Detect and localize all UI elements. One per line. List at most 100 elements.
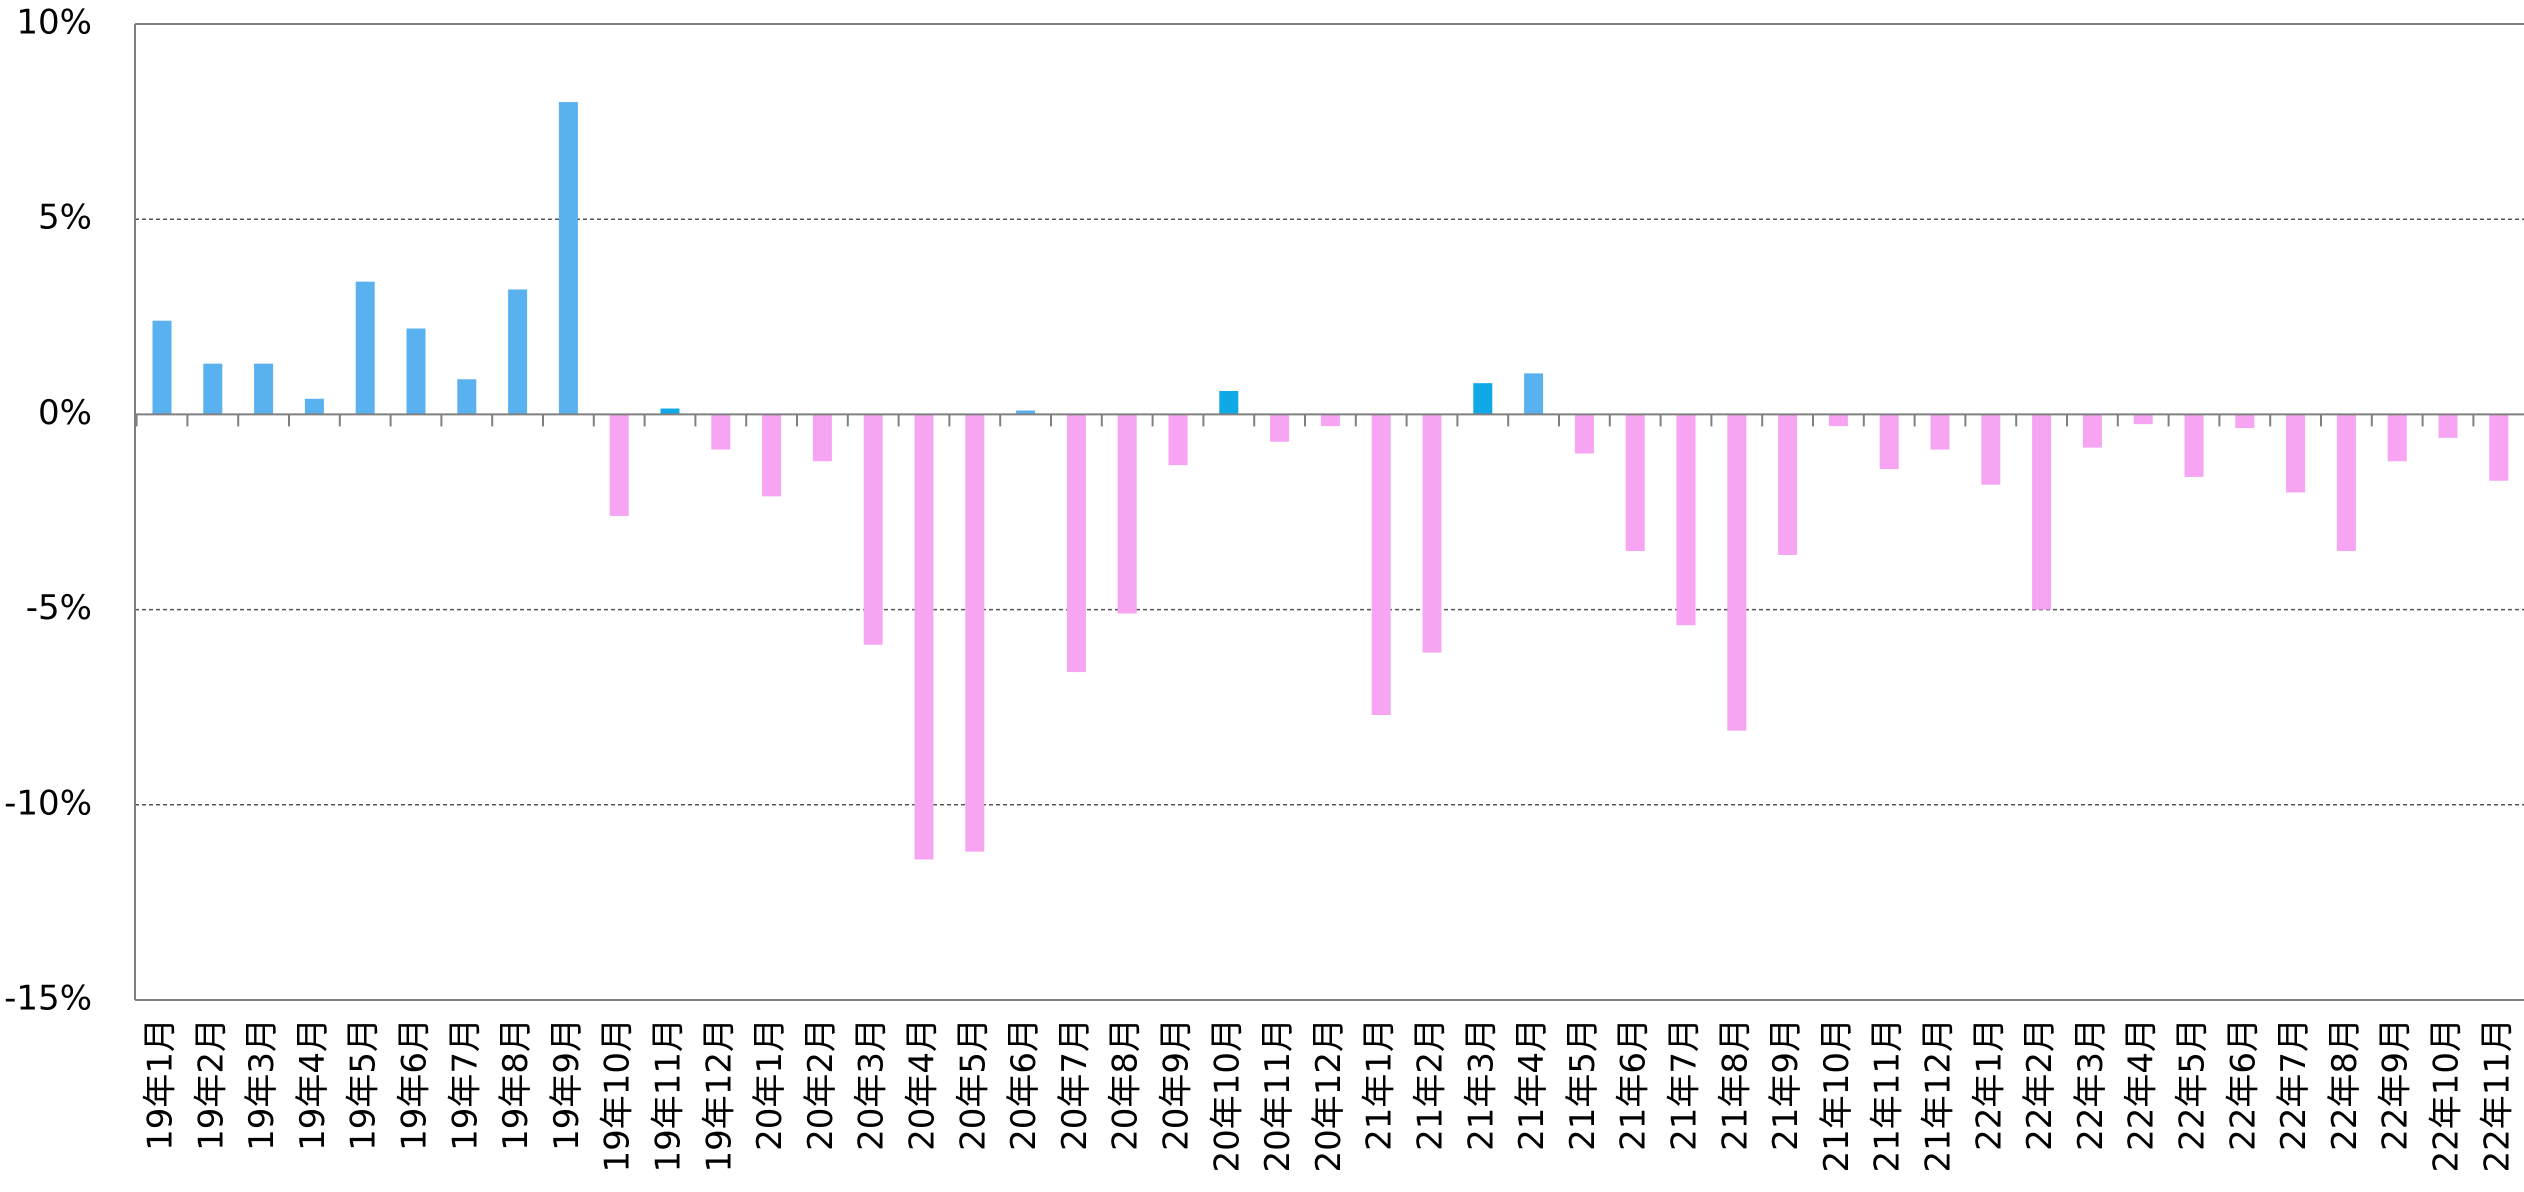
bar: [2438, 414, 2458, 438]
bar: [1270, 414, 1290, 442]
bar: [558, 102, 578, 415]
bar: [1676, 414, 1696, 626]
bars: [152, 102, 2509, 860]
bar: [2489, 414, 2509, 481]
y-tick-labels: 10% 5% 0% -5% -10% -15%: [4, 3, 92, 1019]
bar: [1066, 414, 1086, 673]
x-tick-label: 19年10月: [598, 1018, 638, 1173]
axes: [134, 23, 2524, 1001]
x-tick-label: 20年1月: [750, 1018, 790, 1151]
bar: [254, 363, 274, 415]
bar: [2184, 414, 2204, 477]
x-tick-label: 22年10月: [2427, 1018, 2467, 1173]
bar: [1778, 414, 1798, 555]
x-tick-label: 20年2月: [801, 1018, 841, 1151]
bar: [965, 414, 985, 852]
x-tick-label: 22年8月: [2325, 1018, 2365, 1151]
x-tick-label: 22年5月: [2173, 1018, 2213, 1151]
bar: [152, 320, 172, 415]
bar: [812, 414, 832, 462]
bar: [711, 414, 731, 450]
bar: [2235, 414, 2255, 429]
bar: [1168, 414, 1188, 466]
bar: [1981, 414, 2001, 485]
bar: [660, 408, 680, 415]
x-tick-label: 19年6月: [395, 1018, 435, 1151]
x-tick-label: 19年5月: [344, 1018, 384, 1151]
x-tick-label: 21年12月: [1919, 1018, 1959, 1173]
x-tick-label: 19年12月: [699, 1018, 739, 1173]
x-tick-label: 20年5月: [953, 1018, 993, 1151]
x-tick-label: 22年4月: [2122, 1018, 2162, 1151]
x-tick-label: 19年1月: [141, 1018, 181, 1151]
x-tick-label: 19年3月: [242, 1018, 282, 1151]
bar: [1625, 414, 1645, 552]
x-tick-label: 20年8月: [1106, 1018, 1146, 1151]
bar: [1422, 414, 1442, 653]
x-tick-label: 20年9月: [1157, 1018, 1197, 1151]
bar: [863, 414, 883, 645]
bar: [1574, 414, 1594, 454]
x-tick-label: 19年11月: [649, 1018, 689, 1173]
x-tick-label: 20年7月: [1055, 1018, 1095, 1151]
bar: [1320, 414, 1340, 427]
x-tick-label: 21年5月: [1563, 1018, 1603, 1151]
bar: [2133, 414, 2153, 425]
x-tick-label: 19年8月: [496, 1018, 536, 1151]
x-tick-label: 21年2月: [1411, 1018, 1451, 1151]
x-tick-label: 22年3月: [2071, 1018, 2111, 1151]
x-tick-label: 21年9月: [1766, 1018, 1806, 1151]
bar: [2336, 414, 2356, 552]
x-tick-label: 19年7月: [445, 1018, 485, 1151]
x-tick-label: 20年12月: [1309, 1018, 1349, 1173]
x-tick-label: 22年9月: [2376, 1018, 2416, 1151]
x-tick-label: 21年6月: [1614, 1018, 1654, 1151]
bar: [1371, 414, 1391, 716]
y-tick-label: 10%: [16, 3, 92, 43]
x-tick-label: 21年11月: [1868, 1018, 1908, 1173]
bar: [203, 363, 223, 415]
x-tick-label: 22年2月: [2020, 1018, 2060, 1151]
x-tick-label: 20年3月: [852, 1018, 892, 1151]
y-tick-label: -5%: [26, 588, 92, 628]
x-tick-label: 19年9月: [547, 1018, 587, 1151]
x-tick-label: 21年1月: [1360, 1018, 1400, 1151]
bar: [304, 398, 324, 415]
gridlines: [135, 218, 2524, 806]
y-tick-label: -10%: [4, 783, 92, 823]
bar: [609, 414, 629, 516]
bar: [406, 328, 426, 415]
x-tick-labels: 19年1月 19年2月 19年3月 19年4月 19年5月 19年6月 19年7月 19年8月…: [141, 1018, 2518, 1173]
bar: [2286, 414, 2306, 493]
x-tick-label: 19年2月: [191, 1018, 231, 1151]
bar: [1727, 414, 1747, 731]
x-tick-label: 20年4月: [903, 1018, 943, 1151]
bar: [2032, 414, 2052, 610]
x-tick-label: 21年3月: [1461, 1018, 1501, 1151]
y-tick-label: -15%: [4, 979, 92, 1019]
y-tick-label: 0%: [38, 393, 92, 433]
bar: [762, 414, 782, 497]
bar: [1879, 414, 1899, 470]
bar: [1117, 414, 1137, 614]
bar: [1828, 414, 1848, 427]
bar: [457, 379, 477, 415]
bar: [1473, 383, 1493, 415]
bar: [1016, 410, 1036, 415]
x-tick-label: 22年6月: [2223, 1018, 2263, 1151]
bar: [1930, 414, 1950, 450]
bar: [914, 414, 934, 860]
x-tick-label: 20年10月: [1207, 1018, 1247, 1173]
x-tick-label: 22年7月: [2274, 1018, 2314, 1151]
x-tick-label: 20年11月: [1258, 1018, 1298, 1173]
x-tick-label: 21年7月: [1665, 1018, 1705, 1151]
x-tick-label: 21年10月: [1817, 1018, 1857, 1173]
bar: [508, 289, 528, 415]
y-tick-label: 5%: [38, 198, 92, 238]
bar: [1219, 390, 1239, 415]
x-tick-label: 21年4月: [1512, 1018, 1552, 1151]
bar: [2082, 414, 2102, 448]
x-tick-label: 22年11月: [2477, 1018, 2517, 1173]
